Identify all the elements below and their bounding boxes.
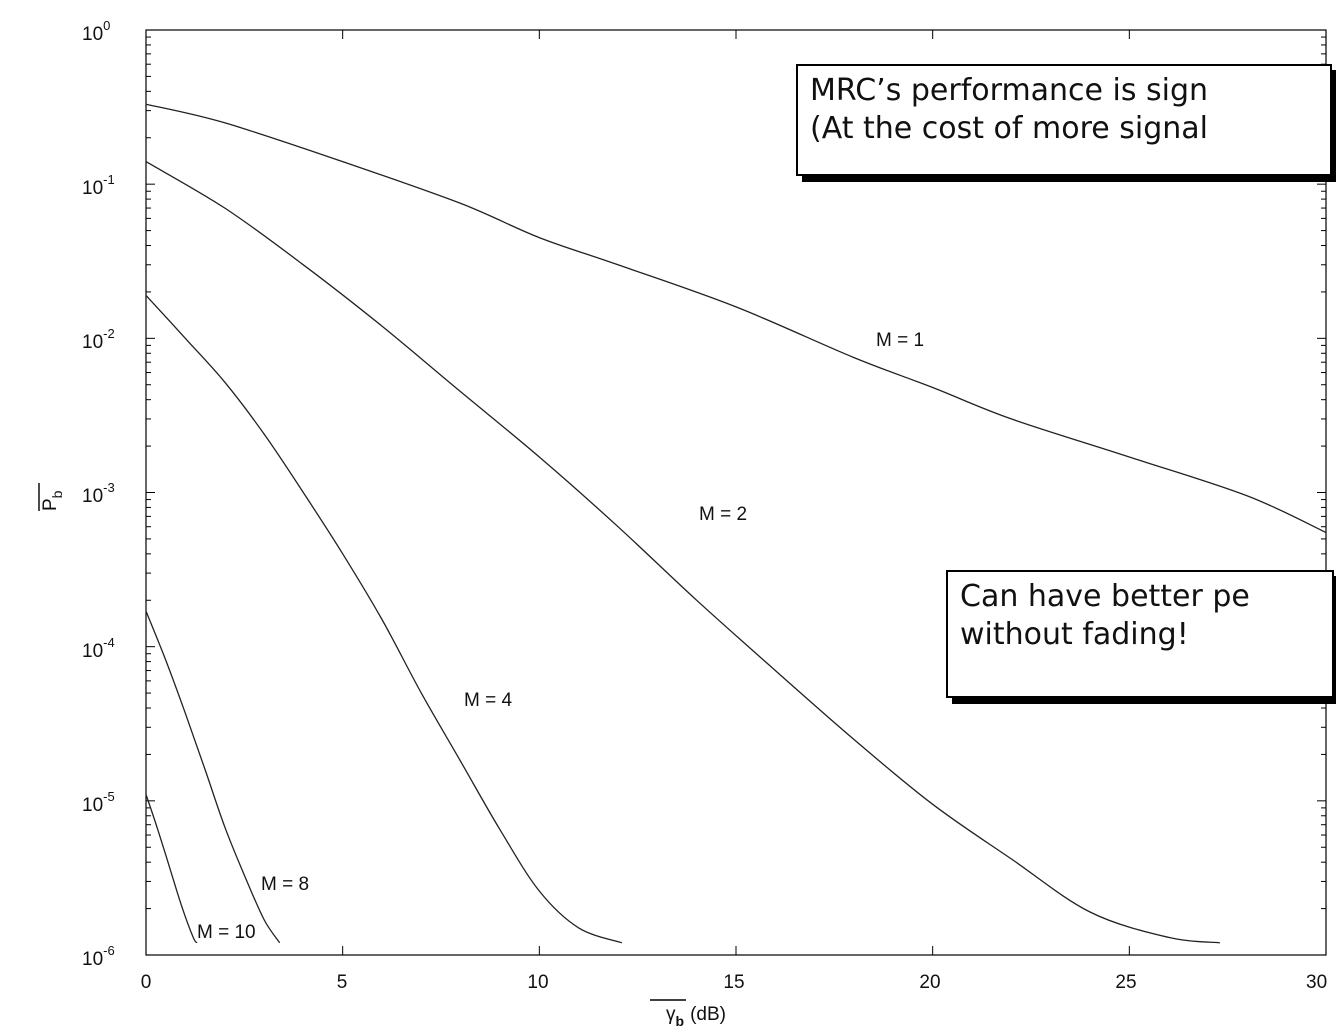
series-label-m8: M = 8 [261,874,309,895]
series-label-m4: M = 4 [464,690,512,711]
x-tick-label: 5 [337,972,348,993]
callout-mrc-line2: (At the cost of more signal [810,111,1208,146]
y-tick-label: 10-5 [82,789,115,816]
series-label-m2: M = 2 [699,504,747,525]
x-tick-labels: 0 5 10 15 20 25 30 [141,972,1327,993]
series-label-m10: M = 10 [197,922,256,943]
x-axis-label-text: γb (dB) [666,1004,726,1029]
y-tick-label: 10-4 [82,635,115,662]
x-tick-label: 30 [1306,972,1327,993]
callout-fading-line1: Can have better pe [960,579,1250,614]
series-curves [145,103,1327,944]
x-tick-label: 0 [141,972,152,993]
series-line-m1 [145,103,1327,534]
callout-fading-line2: without fading! [960,617,1189,652]
series-line-m2 [145,161,1220,944]
x-tick-label: 20 [919,972,940,993]
callout-mrc-performance: MRC’s performance is sign (At the cost o… [796,64,1332,176]
series-labels: M = 1 M = 2 M = 4 M = 8 M = 10 [197,330,924,943]
axis-ticks [145,29,1327,956]
y-tick-labels: 100 10-1 10-2 10-3 10-4 10-5 10-6 [82,18,115,970]
y-tick-label: 10-2 [82,326,115,353]
callout-mrc-line1: MRC’s performance is sign [810,73,1209,108]
y-tick-label: 10-6 [82,943,115,970]
x-tick-label: 25 [1115,972,1136,993]
callout-no-fading: Can have better pe without fading! [946,570,1334,698]
x-tick-label: 10 [527,972,548,993]
y-tick-label: 10-1 [82,172,115,199]
x-axis-label: γb (dB) [650,999,726,1029]
series-line-m4 [145,294,623,944]
series-line-m10 [145,794,198,944]
y-axis-label: Pb [38,483,65,511]
y-tick-label: 100 [82,18,110,45]
y-axis-label-text: Pb [40,490,65,511]
x-tick-label: 15 [723,972,744,993]
y-tick-label: 10-3 [82,480,115,507]
series-line-m8 [145,610,281,944]
series-label-m1: M = 1 [876,330,924,351]
